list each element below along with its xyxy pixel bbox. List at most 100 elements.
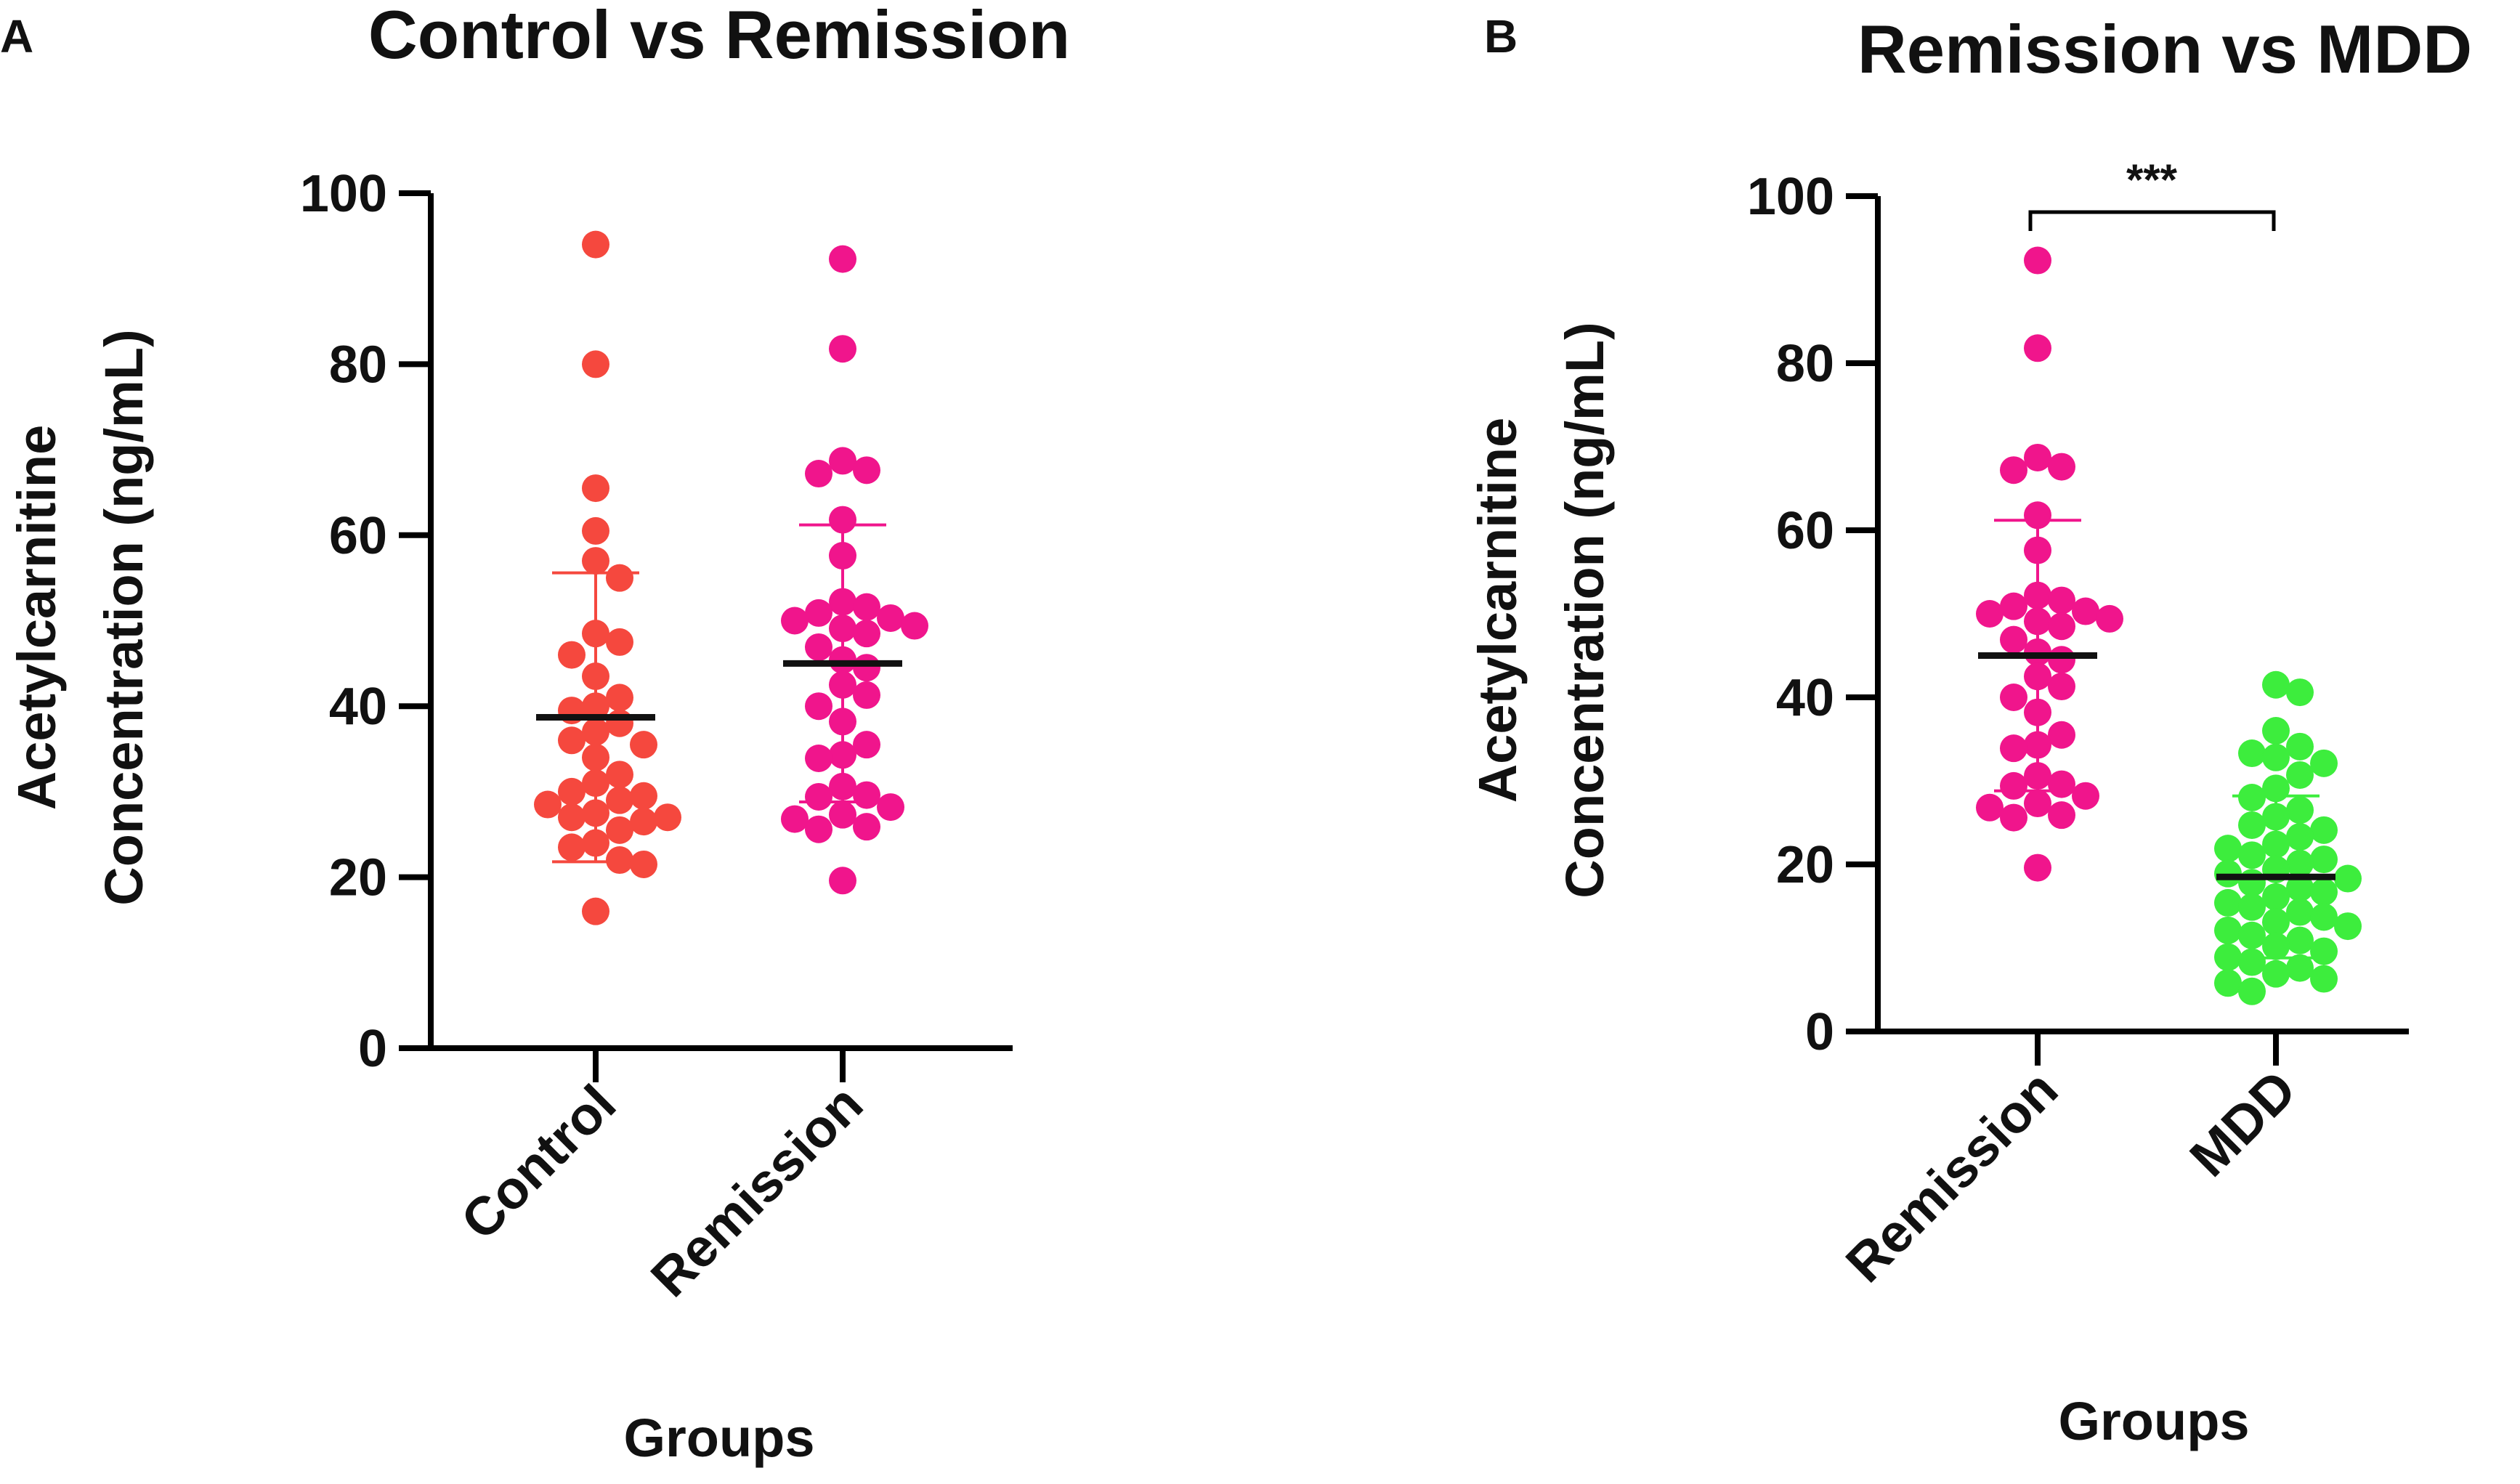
panel-a-point-control [582, 620, 609, 648]
panel-a-point-remission [877, 793, 904, 822]
panel-b-point-remission [2024, 638, 2051, 666]
panel-a-point-remission [829, 542, 856, 570]
panel-a-point-control [558, 833, 586, 861]
panel-b-point-mdd [2286, 732, 2314, 761]
panel-a-point-control [582, 799, 609, 827]
panel-a-point-control [606, 786, 633, 814]
panel-a-point-control [582, 547, 609, 575]
panel-a-point-remission [829, 670, 856, 699]
panel-b-point-mdd [2238, 893, 2266, 921]
panel-b-point-mdd [2214, 943, 2242, 971]
panel-b-point-remission [2048, 770, 2075, 798]
panel-b-point-mdd [2262, 803, 2290, 831]
panel-b-point-remission [2048, 646, 2075, 674]
panel-a-point-remission [829, 800, 856, 829]
panel-b-cat-mdd: MDD [2178, 1059, 2307, 1188]
panel-b-title: Remission vs MDD [1857, 11, 2472, 87]
panel-a-point-remission [829, 335, 856, 363]
panel-b-point-remission [2048, 453, 2075, 481]
panel-b-point-mdd [2214, 835, 2242, 863]
panel-a-point-control [582, 769, 609, 798]
panel-a-mean-lines [536, 660, 902, 721]
panel-a-point-remission [877, 604, 904, 632]
panel-b-point-mdd [2214, 969, 2242, 997]
panel-b-point-mdd [2286, 761, 2314, 789]
panel-b-point-mdd [2238, 841, 2266, 869]
panel-a-title: Control vs Remission [368, 0, 1070, 73]
panel-a-ylabel-line2: Concentration (ng/mL) [94, 329, 154, 905]
panel-a-point-remission [829, 867, 856, 895]
panel-b-point-mdd [2310, 965, 2338, 993]
panel-b-point-remission [2000, 771, 2027, 800]
panel-a-point-control [558, 803, 586, 832]
panel-a-point-remission [805, 815, 832, 843]
panel-a-point-control [606, 816, 633, 844]
panel-b-point-remission [2048, 586, 2075, 615]
panel-a-point-remission [805, 782, 832, 811]
panel-a-point-control [558, 726, 586, 755]
panel-a-point-control [630, 850, 657, 878]
panel-a-point-control [606, 709, 633, 737]
panel-a-point-control [582, 829, 609, 857]
panel-a-point-control [654, 803, 681, 832]
panel-b-point-mdd [2238, 948, 2266, 976]
panel-a-ylabel-line1: Acetylcarnitine [7, 425, 67, 811]
panel-a-point-control [582, 516, 609, 545]
panel-a: A Control vs Remission Acetylcarnitine C… [0, 0, 1070, 1468]
panel-a-point-control [582, 474, 609, 503]
panel-b-point-mdd [2310, 903, 2338, 931]
panel-a-point-remission [829, 506, 856, 534]
panel-b-significance-bracket [2028, 210, 2276, 231]
panel-b-point-mdd [2262, 774, 2290, 803]
panel-b-point-remission [2024, 853, 2051, 882]
panel-b-cat-remission: Remission [1834, 1059, 2069, 1294]
panel-b-point-remission [2024, 698, 2051, 726]
panel-a-point-remission [805, 460, 832, 488]
panel-a-point-control [606, 684, 633, 712]
panel-b-y-ticks: 0 20 40 60 80 100 [1747, 168, 1878, 1061]
panel-a-point-remission [853, 813, 880, 841]
panel-b-point-mdd [2262, 883, 2290, 911]
panel-b-point-remission [2048, 801, 2075, 830]
panel-a-point-remission [781, 805, 809, 833]
panel-a-point-control [606, 564, 633, 592]
panel-b-point-mdd [2286, 796, 2314, 824]
panel-b-ytick-label: 40 [1776, 669, 1834, 727]
panel-a-point-remission [805, 744, 832, 772]
panel-a-ytick-label: 40 [329, 678, 387, 736]
panel-b-point-remission [2024, 662, 2051, 691]
panel-a-point-control [606, 761, 633, 789]
panel-b-ytick-label: 100 [1747, 168, 1834, 226]
panel-b-letter: B [1484, 10, 1518, 62]
panel-a-point-remission [805, 633, 832, 661]
panel-b-point-mdd [2238, 739, 2266, 768]
panel-b-point-remission [2000, 684, 2027, 711]
panel-b-point-mdd [2310, 846, 2338, 874]
panel-b-xlabel: Groups [2058, 1391, 2249, 1451]
panel-b-point-remission [2024, 790, 2051, 818]
panel-b-point-remission [2024, 443, 2051, 471]
panel-a-point-control [558, 777, 586, 806]
panel-a-point-remission [829, 772, 856, 800]
panel-b-point-mdd [2214, 859, 2242, 888]
panel-a-point-remission [853, 456, 880, 484]
panel-a-point-remission [853, 731, 880, 759]
panel-b-ylabel-line2: Concentration (ng/mL) [1555, 322, 1615, 898]
panel-b-point-mdd [2334, 912, 2362, 941]
panel-a-point-remission [829, 588, 856, 616]
panel-a-point-control [582, 692, 609, 721]
panel-a-point-remission [805, 599, 832, 627]
panel-a-cat-control: Control [450, 1074, 628, 1252]
panel-a-cat-remission: Remission [639, 1074, 874, 1308]
panel-a-point-control [534, 790, 562, 819]
panel-b-point-remission [2072, 597, 2099, 625]
panel-b-point-remission [2024, 536, 2051, 564]
panel-b-point-mdd [2262, 908, 2290, 936]
panel-a-point-remission [901, 612, 928, 640]
panel-b-point-mdd [2286, 874, 2314, 902]
panel-b-point-remission [2024, 246, 2051, 275]
panel-b-point-remission [2024, 762, 2051, 790]
panel-b-point-mdd [2262, 743, 2290, 771]
panel-a-point-remission [829, 447, 856, 475]
panel-a-y-ticks: 0 20 40 60 80 100 [300, 165, 431, 1078]
